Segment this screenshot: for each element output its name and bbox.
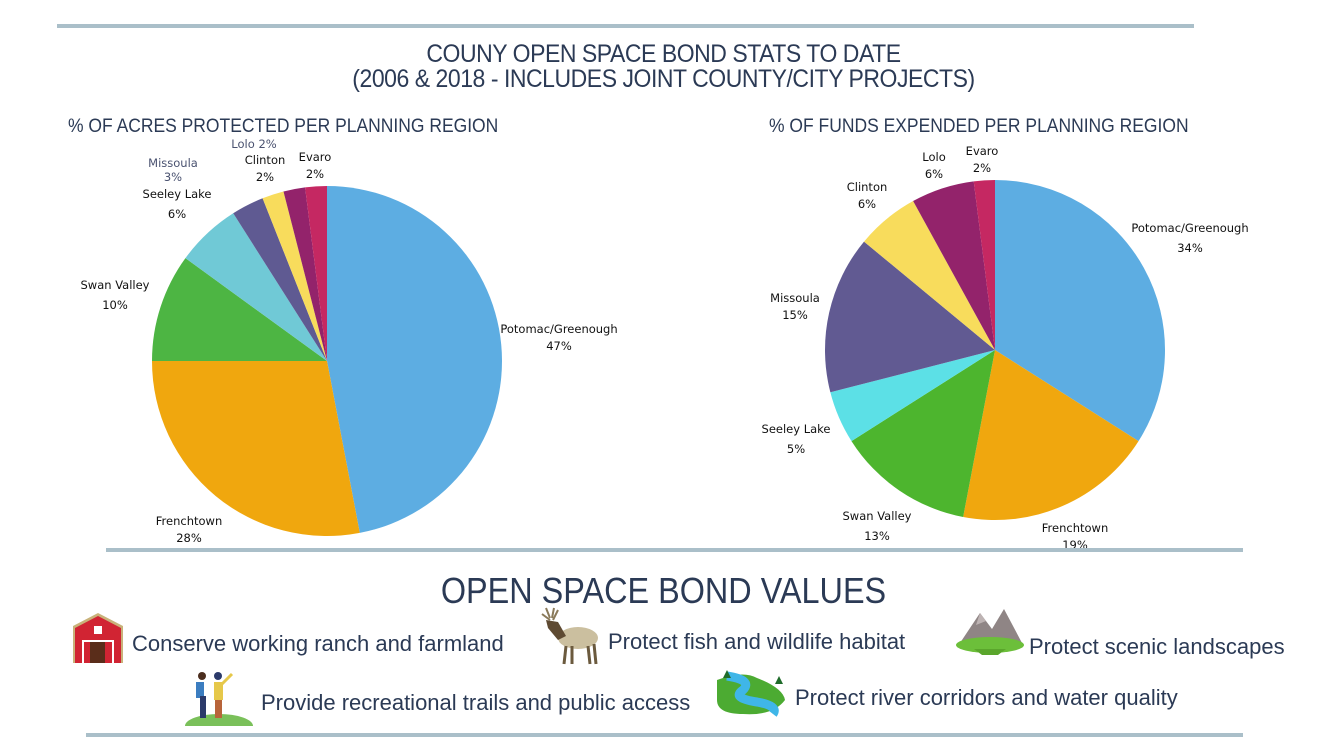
pie-slice-potomac-greenough <box>995 180 1165 442</box>
pie-slice-seeley-lake <box>185 213 327 361</box>
pie-slice-lolo <box>283 187 327 361</box>
right-label-lolo: Lolo 6% <box>922 150 946 181</box>
pie-slice-potomac-greenough <box>327 186 502 533</box>
left-label-lolo: Lolo 2% <box>231 137 277 151</box>
left-label-evaro: Evaro 2% <box>298 150 332 181</box>
right-label-potomac: Potomac/Greenough 34% <box>1131 221 1249 255</box>
left-label-clinton: Clinton 2% <box>244 153 286 184</box>
values-heading: OPEN SPACE BOND VALUES <box>440 570 887 611</box>
river-icon <box>717 670 785 717</box>
pie-slice-evaro <box>973 180 995 350</box>
hikers-icon <box>185 672 253 726</box>
left-label-frenchtown: Frenchtown 28% <box>155 514 223 545</box>
value-fish-wildlife: Protect fish and wildlife habitat <box>608 629 906 654</box>
pie-slice-seeley-lake <box>830 350 995 442</box>
right-label-evaro: Evaro 2% <box>965 144 999 175</box>
pie-slice-clinton <box>262 191 327 361</box>
pie-slice-frenchtown <box>963 350 1139 520</box>
value-scenic-landscapes: Protect scenic landscapes <box>1029 634 1285 659</box>
left-label-swan-valley: Swan Valley 10% <box>80 278 150 312</box>
value-ranch-farmland: Conserve working ranch and farmland <box>132 631 504 656</box>
barn-icon <box>73 613 123 663</box>
title-line-2: (2006 & 2018 - INCLUDES JOINT COUNTY/CIT… <box>352 65 975 93</box>
right-label-swan-valley: Swan Valley 13% <box>842 509 912 543</box>
bottom-divider <box>86 733 1243 737</box>
left-label-potomac: Potomac/Greenough 47% <box>500 322 618 353</box>
right-chart-title: % OF FUNDS EXPENDED PER PLANNING REGION <box>769 116 1189 137</box>
left-label-seeley-lake: Seeley Lake 6% <box>142 187 212 221</box>
top-divider <box>57 24 1194 28</box>
pie-charts <box>152 180 1165 536</box>
left-chart-title: % OF ACRES PROTECTED PER PLANNING REGION <box>68 116 499 137</box>
value-trails-access: Provide recreational trails and public a… <box>261 690 691 715</box>
right-label-clinton: Clinton 6% <box>846 180 888 211</box>
elk-icon <box>541 607 598 665</box>
middle-divider <box>106 548 1243 552</box>
pie-slice-lolo <box>913 181 995 350</box>
pie-slice-frenchtown <box>152 361 360 536</box>
pie-slice-swan-valley <box>851 350 995 517</box>
right-label-missoula: Missoula 15% <box>770 291 820 322</box>
pie-slice-clinton <box>864 201 995 350</box>
pie-slice-missoula <box>233 198 327 361</box>
right-label-seeley-lake: Seeley Lake 5% <box>761 422 831 456</box>
acres-pie <box>152 186 502 536</box>
pie-slice-missoula <box>825 241 995 393</box>
pie-slice-swan-valley <box>152 258 327 361</box>
left-label-missoula: Missoula 3% <box>148 156 198 184</box>
value-river-water-quality: Protect river corridors and water qualit… <box>795 685 1178 710</box>
funds-pie <box>825 180 1165 520</box>
title-line-1: COUNY OPEN SPACE BOND STATS TO DATE <box>426 40 901 68</box>
mountain-icon <box>956 609 1024 655</box>
pie-slice-evaro <box>305 186 327 361</box>
